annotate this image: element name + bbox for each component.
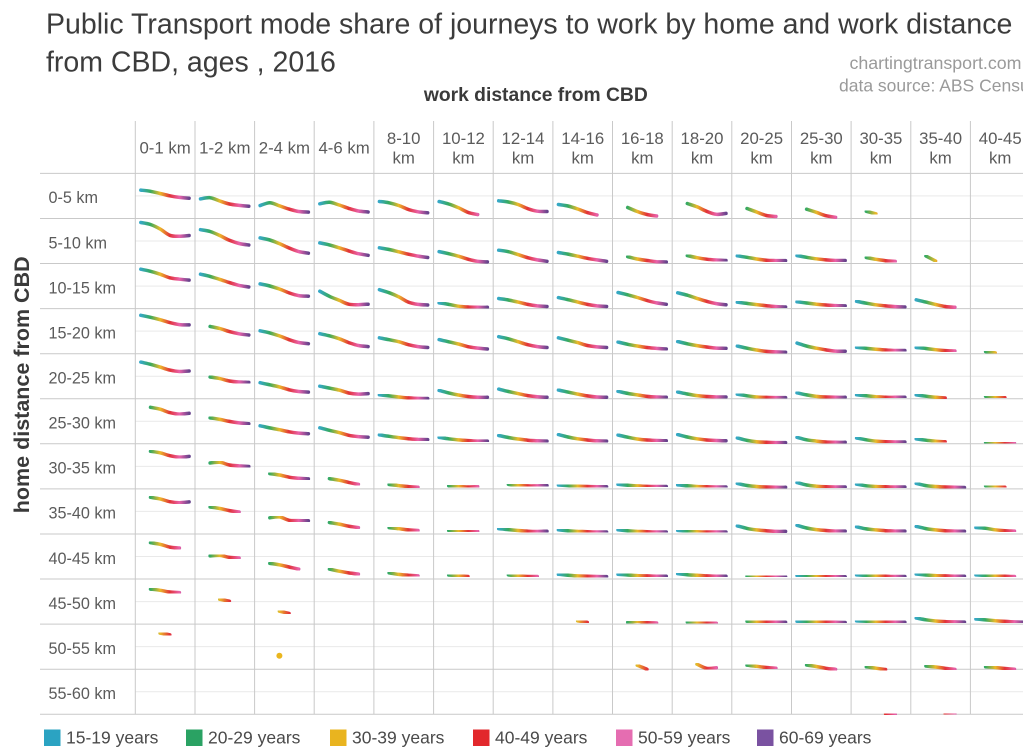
svg-text:35-40 km: 35-40 km <box>49 505 116 523</box>
svg-text:10-12: 10-12 <box>442 129 485 148</box>
svg-text:2-4 km: 2-4 km <box>259 139 310 158</box>
svg-text:20-25: 20-25 <box>740 129 783 148</box>
svg-text:15-20 km: 15-20 km <box>49 324 116 342</box>
svg-text:50-55 km: 50-55 km <box>49 640 116 658</box>
svg-text:16-18: 16-18 <box>621 129 664 148</box>
svg-text:20-29 years: 20-29 years <box>208 728 301 748</box>
svg-text:chartingtransport.com: chartingtransport.com <box>850 53 1022 73</box>
svg-text:km: km <box>810 148 832 167</box>
svg-text:55-60 km: 55-60 km <box>49 685 116 703</box>
svg-text:5-10 km: 5-10 km <box>49 234 107 252</box>
svg-text:40-49 years: 40-49 years <box>495 728 588 748</box>
svg-text:km: km <box>452 148 474 167</box>
svg-text:km: km <box>572 148 594 167</box>
svg-text:30-35 km: 30-35 km <box>49 460 116 478</box>
svg-text:1-2 km: 1-2 km <box>199 139 250 158</box>
svg-text:45-50 km: 45-50 km <box>49 595 116 613</box>
svg-text:Public Transport mode share of: Public Transport mode share of journeys … <box>46 9 1012 41</box>
svg-text:km: km <box>393 148 415 167</box>
svg-text:km: km <box>989 148 1011 167</box>
svg-text:0-1 km: 0-1 km <box>139 139 190 158</box>
svg-text:25-30 km: 25-30 km <box>49 415 116 433</box>
svg-text:km: km <box>512 148 534 167</box>
svg-text:km: km <box>929 148 951 167</box>
svg-text:home distance from CBD: home distance from CBD <box>10 256 34 513</box>
svg-text:8-10: 8-10 <box>387 129 421 148</box>
svg-text:40-45: 40-45 <box>979 129 1022 148</box>
svg-text:10-15 km: 10-15 km <box>49 279 116 297</box>
svg-text:40-45 km: 40-45 km <box>49 550 116 568</box>
svg-text:0-5 km: 0-5 km <box>49 189 98 207</box>
svg-text:km: km <box>631 148 653 167</box>
svg-text:35-40: 35-40 <box>919 129 962 148</box>
svg-text:50-59 years: 50-59 years <box>638 728 731 748</box>
svg-text:km: km <box>691 148 713 167</box>
svg-text:20-25 km: 20-25 km <box>49 370 116 388</box>
svg-text:data source: ABS Census: data source: ABS Census <box>839 76 1023 96</box>
svg-text:14-16: 14-16 <box>561 129 604 148</box>
svg-text:15-19 years: 15-19 years <box>66 728 159 748</box>
svg-text:60-69 years: 60-69 years <box>779 728 872 748</box>
svg-text:km: km <box>750 148 772 167</box>
svg-text:km: km <box>870 148 892 167</box>
svg-text:30-35: 30-35 <box>859 129 902 148</box>
svg-text:18-20: 18-20 <box>681 129 724 148</box>
svg-text:from CBD, ages , 2016: from CBD, ages , 2016 <box>46 47 336 79</box>
svg-text:25-30: 25-30 <box>800 129 843 148</box>
svg-text:work distance from CBD: work distance from CBD <box>423 85 648 106</box>
svg-text:12-14: 12-14 <box>502 129 545 148</box>
svg-text:30-39 years: 30-39 years <box>352 728 445 748</box>
svg-text:4-6 km: 4-6 km <box>318 139 369 158</box>
